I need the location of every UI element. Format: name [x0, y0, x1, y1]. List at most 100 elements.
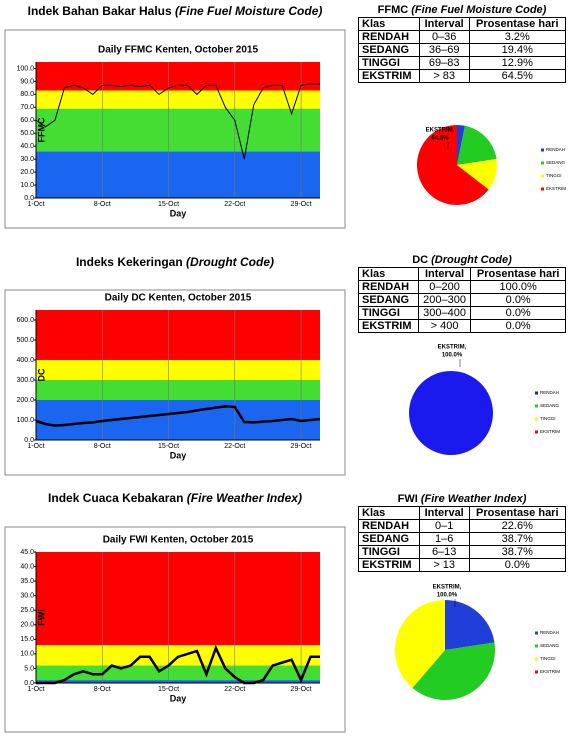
pie-slice [457, 125, 497, 165]
x-axis-label: Day [170, 450, 187, 460]
x-tick-label: 22-Oct [224, 201, 245, 208]
x-tick-label: 29-Oct [291, 686, 312, 693]
pie-annotation: EKSTRIM, [438, 345, 467, 351]
header-cell: Prosentase hari [468, 506, 567, 520]
legend-swatch [535, 404, 538, 408]
y-tick-label: 200.0 [16, 397, 34, 404]
cell: 12.9% [468, 56, 567, 70]
pie-annotation: 100.0% [437, 593, 458, 599]
table: Klas Interval Prosentase hari RENDAH 0–36 3.2… [358, 17, 567, 83]
cell: 300–400 [417, 306, 472, 320]
legend-swatch [535, 631, 538, 635]
cell: EKSTRIM [358, 558, 420, 572]
table-row: TINGGI 300–400 0.0% [358, 306, 566, 320]
table-title: FFMC (Fine Fuel Moisture Code) [358, 3, 566, 17]
table-block: DC (Drought Code) Klas Interval Prosentase … [358, 253, 566, 333]
line [35, 405, 321, 427]
legend-swatch [535, 391, 538, 395]
legend-label: RENDAH [540, 630, 559, 635]
cell: TINGGI [358, 306, 419, 320]
band [36, 90, 320, 109]
table-title: FWI (Fire Weather Index) [358, 492, 566, 506]
x-tick-label: 15-Oct [158, 201, 179, 208]
legend-swatch [541, 148, 544, 152]
y-tick-label: 10.0 [20, 182, 34, 189]
y-tick-label: 90.0 [20, 78, 34, 85]
x-tick-label: 8-Oct [94, 686, 111, 693]
table-header: Klas Interval Prosentase hari [358, 17, 567, 31]
table-title-main: DC [412, 254, 429, 266]
cell: 6–13 [418, 545, 470, 559]
legend-swatch [541, 161, 544, 165]
pie-slice [417, 125, 489, 205]
table-title-italic: (Fine Fuel Moisture Code) [411, 4, 547, 16]
x-tick-label: 29-Oct [291, 201, 312, 208]
heading-italic: (Fine Fuel Moisture Code) [175, 4, 322, 18]
y-tick-label: 5.0 [24, 665, 34, 672]
header-cell: Interval [418, 17, 470, 31]
cell: 64.5% [468, 69, 567, 83]
table-row: RENDAH 0–36 3.2% [358, 30, 567, 44]
y-tick-label: 300.0 [16, 377, 34, 384]
table-row: TINGGI 6–13 38.7% [358, 545, 567, 559]
y-tick-label: 80.0 [20, 91, 34, 98]
pie-slice [409, 371, 493, 455]
y-tick-label: 40.0 [20, 143, 34, 150]
y-axis-label: FFMC [36, 117, 46, 142]
band [36, 645, 320, 666]
legend-label: TINGGI [540, 656, 556, 661]
legend-label: TINGGI [546, 173, 562, 178]
cell: 0.0% [468, 558, 567, 572]
legend-swatch [535, 430, 538, 434]
y-tick-label: 50.0 [20, 130, 34, 137]
heading-main: Indek Bahan Bakar Halus [28, 4, 172, 18]
x-tick-label: 8-Oct [94, 201, 111, 208]
cell: 3.2% [468, 30, 567, 44]
heading-italic: (Fire Weather Index) [187, 491, 302, 505]
legend-label: EKSTRIM [540, 669, 560, 674]
y-tick-label: 30.0 [20, 593, 34, 600]
legend-label: EKSTRIM [546, 186, 566, 191]
y-tick-label: 40.0 [20, 563, 34, 570]
heading-main: Indek Cuaca Kebakaran [48, 491, 183, 505]
band [36, 552, 320, 646]
y-tick-label: 0.0 [24, 680, 34, 687]
table-block: FFMC (Fine Fuel Moisture Code) Klas Interv… [358, 3, 567, 83]
header-cell: Klas [358, 506, 420, 520]
cell: SEDANG [358, 43, 420, 57]
table-title-main: FWI [397, 493, 418, 505]
legend-swatch [541, 187, 544, 191]
y-tick-label: 20.0 [20, 169, 34, 176]
table-header: Klas Interval Prosentase hari [358, 506, 567, 520]
chart-title: Daily DC Kenten, October 2015 [105, 293, 252, 304]
cell: 0–200 [417, 280, 472, 294]
y-tick-label: 400.0 [16, 357, 34, 364]
y-tick-label: 500.0 [16, 337, 34, 344]
pie-annotation: 100.0% [442, 353, 463, 359]
band [36, 680, 320, 683]
x-tick-label: 1-Oct [27, 201, 44, 208]
chart-title: Daily FFMC Kenten, October 2015 [98, 45, 258, 56]
cell: 0–1 [418, 519, 470, 533]
cell: SEDANG [358, 293, 419, 307]
section-heading: Indeks Kekeringan (Drought Code) [76, 255, 274, 269]
x-tick-label: 29-Oct [291, 443, 312, 450]
cell: RENDAH [358, 280, 419, 294]
heading-main: Indeks Kekeringan [76, 255, 183, 269]
cell: RENDAH [358, 519, 420, 533]
cell: TINGGI [358, 545, 420, 559]
header-cell: Interval [417, 267, 472, 281]
header-cell: Klas [358, 267, 419, 281]
table-row: EKSTRIM > 83 64.5% [358, 69, 567, 83]
header-cell: Prosentase hari [470, 267, 566, 281]
header-cell: Klas [358, 17, 420, 31]
table-title-italic: (Fire Weather Index) [420, 493, 527, 505]
legend-label: RENDAH [546, 147, 565, 152]
x-tick-label: 15-Oct [158, 686, 179, 693]
cell: RENDAH [358, 30, 420, 44]
y-tick-label: 35.0 [20, 578, 34, 585]
x-axis-label: Day [170, 208, 187, 218]
cell: 38.7% [468, 532, 567, 546]
x-tick-label: 1-Oct [27, 686, 44, 693]
